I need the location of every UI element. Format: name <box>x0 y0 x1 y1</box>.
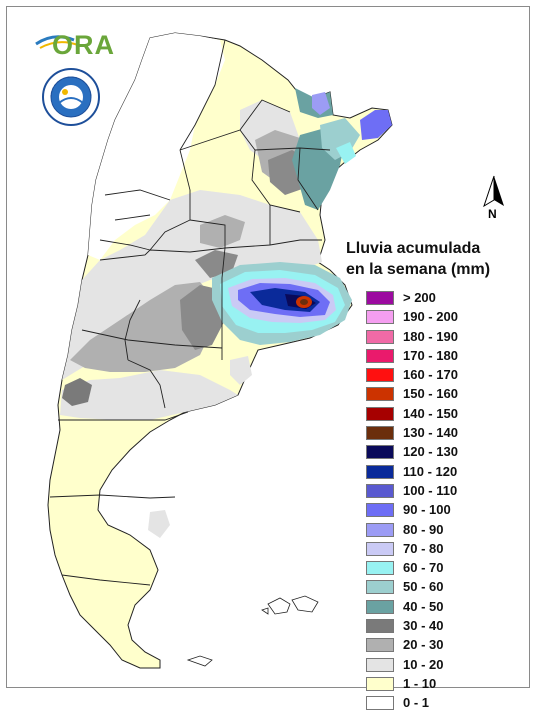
legend-label: 10 - 20 <box>403 656 444 672</box>
legend-title: Lluvia acumulada en la semana (mm) <box>346 238 526 280</box>
legend-row: 10 - 20 <box>366 656 516 675</box>
smn-seal-logo <box>42 68 100 126</box>
legend-swatch <box>366 406 394 421</box>
legend-swatch <box>366 368 394 383</box>
legend-row: 100 - 110 <box>366 482 516 501</box>
legend-label: 30 - 40 <box>403 618 444 634</box>
province-boundaries <box>49 39 331 586</box>
legend-swatch <box>366 657 394 672</box>
legend-swatch <box>366 599 394 614</box>
zone-60-70-ne <box>336 142 356 164</box>
legend-row: 180 - 190 <box>366 328 516 347</box>
rainfall-map <box>47 32 393 669</box>
legend-row: 130 - 140 <box>366 424 516 443</box>
legend-label: 80 - 90 <box>403 521 444 537</box>
zone-10-20-coast <box>230 356 252 385</box>
legend-label: 50 - 60 <box>403 579 444 595</box>
legend-label: > 200 <box>403 290 436 305</box>
legend-swatch <box>366 426 394 441</box>
zone-10-20-chubut <box>148 510 170 538</box>
ora-logo: ORA <box>34 28 114 62</box>
legend-swatch <box>366 348 394 363</box>
ora-logo-text: ORA <box>52 30 115 60</box>
legend-swatch <box>366 483 394 498</box>
legend-row: 120 - 130 <box>366 443 516 462</box>
legend-label: 120 - 130 <box>403 444 458 460</box>
zone-10-20-south <box>60 370 238 420</box>
legend-swatch <box>366 310 394 325</box>
legend-row: 110 - 120 <box>366 463 516 482</box>
legend-row: 20 - 30 <box>366 636 516 655</box>
zone-90-100-misiones <box>360 110 392 140</box>
legend-swatch <box>366 619 394 634</box>
legend-title-line1: Lluvia acumulada <box>346 240 481 257</box>
legend-label: 140 - 150 <box>403 405 458 421</box>
legend-label: 70 - 80 <box>403 540 444 556</box>
legend-label: 160 - 170 <box>403 367 458 383</box>
legend-row: 150 - 160 <box>366 385 516 404</box>
legend-label: 40 - 50 <box>403 598 444 614</box>
legend-label: 1 - 10 <box>403 675 437 691</box>
zone-80-90-north <box>312 92 330 115</box>
legend-row: 50 - 60 <box>366 578 516 597</box>
legend-label: 90 - 100 <box>403 502 451 518</box>
legend-row: 170 - 180 <box>366 347 516 366</box>
malvinas-islands <box>261 595 319 615</box>
legend-row: > 200 <box>366 289 516 308</box>
north-arrow-icon <box>483 175 504 208</box>
legend-swatch <box>366 541 394 556</box>
legend-label: 0 - 1 <box>403 695 430 711</box>
legend-swatch <box>366 696 394 711</box>
legend-label: 110 - 120 <box>403 463 458 479</box>
legend-row: 30 - 40 <box>366 617 516 636</box>
legend-label: 100 - 110 <box>403 482 458 498</box>
legend-swatch <box>366 329 394 344</box>
legend-title-line2: en la semana (mm) <box>346 261 491 278</box>
legend-swatch <box>366 522 394 537</box>
legend-swatch <box>366 561 394 576</box>
legend-swatch <box>366 445 394 460</box>
zone-30-40-west <box>62 378 92 406</box>
legend-row: 140 - 150 <box>366 405 516 424</box>
legend-row: 160 - 170 <box>366 366 516 385</box>
legend-swatch <box>366 503 394 518</box>
legend: > 200 190 - 200 180 - 190 170 - 180 160 - 17… <box>366 289 516 714</box>
legend-row: 70 - 80 <box>366 540 516 559</box>
legend-row: 90 - 100 <box>366 501 516 520</box>
legend-row: 190 - 200 <box>366 308 516 327</box>
north-arrow-label: N <box>488 207 497 221</box>
legend-swatch <box>366 464 394 479</box>
legend-row: 60 - 70 <box>366 559 516 578</box>
zone-20-30-center <box>70 282 215 372</box>
legend-swatch <box>366 291 394 305</box>
tierra-del-fuego-isle <box>186 655 213 667</box>
zone-0-1-northwest <box>88 33 225 260</box>
legend-swatch <box>366 580 394 595</box>
legend-label: 170 - 180 <box>403 347 458 363</box>
ora-swoosh-icon <box>35 35 79 49</box>
legend-label: 60 - 70 <box>403 560 444 576</box>
legend-swatch <box>366 638 394 653</box>
legend-label: 180 - 190 <box>403 328 458 344</box>
legend-swatch <box>366 387 394 402</box>
legend-label: 130 - 140 <box>403 425 458 441</box>
legend-swatch <box>366 676 394 691</box>
legend-label: 150 - 160 <box>403 386 458 402</box>
legend-row: 0 - 1 <box>366 694 516 713</box>
legend-row: 80 - 90 <box>366 521 516 540</box>
legend-row: 1 - 10 <box>366 675 516 694</box>
zone-130-140-core <box>300 299 308 305</box>
legend-label: 190 - 200 <box>403 309 458 325</box>
legend-row: 40 - 50 <box>366 598 516 617</box>
legend-label: 20 - 30 <box>403 637 444 653</box>
